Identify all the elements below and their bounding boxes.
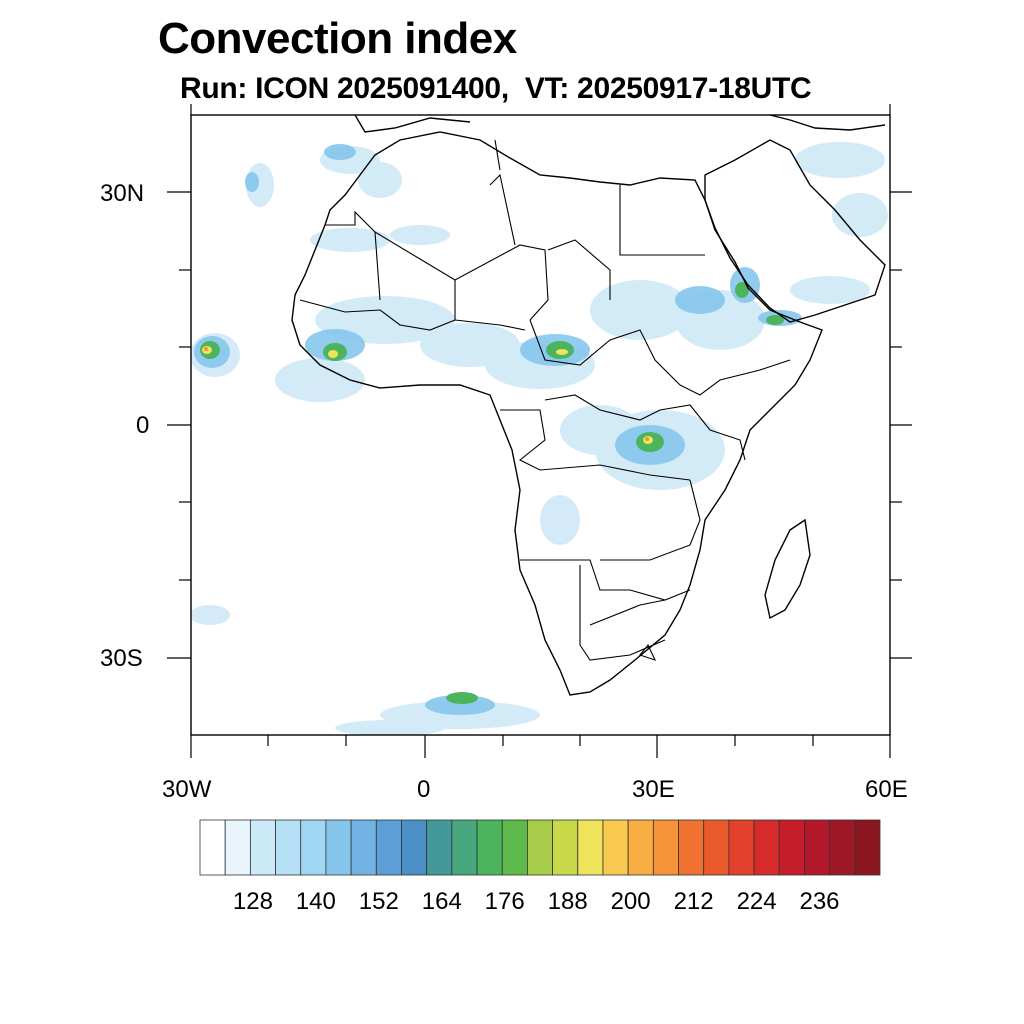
colorbar-box: [426, 819, 453, 876]
colorbar-label: 128: [232, 888, 273, 915]
axis-ticks: [167, 104, 912, 758]
colorbar-box: [275, 819, 302, 876]
lon-label-30e: 30E: [632, 776, 675, 803]
colorbar-label: 200: [610, 888, 651, 915]
lat-label-0: 0: [136, 412, 150, 439]
colorbar-box: [552, 819, 579, 876]
colorbar-box: [501, 819, 528, 876]
colorbar-box: [728, 819, 755, 876]
colorbar-box: [350, 819, 377, 876]
colorbar-box: [476, 819, 503, 876]
colorbar-label: 152: [358, 888, 399, 915]
colorbar-label: 164: [421, 888, 462, 915]
colorbar-box: [527, 819, 553, 876]
colorbar-label: 236: [799, 888, 840, 915]
colorbar-box: [300, 819, 327, 876]
colorbar-label: 188: [547, 888, 588, 915]
colorbar-box: [577, 819, 604, 876]
convection-field: [191, 142, 888, 735]
map-title: Convection index: [158, 14, 517, 63]
lon-label-60e: 60E: [865, 776, 908, 803]
colorbar-box: [627, 819, 654, 876]
coastlines: [291, 115, 886, 696]
lat-label-30s: 30S: [100, 645, 143, 672]
colorbar-box: [804, 819, 831, 876]
colorbar: [199, 819, 881, 876]
colorbar-box: [778, 819, 805, 876]
colorbar-box: [602, 819, 629, 876]
lat-label-30n: 30N: [100, 180, 145, 207]
colorbar-box: [224, 819, 251, 876]
colorbar-box: [854, 819, 881, 876]
map-frame: [190, 114, 891, 736]
colorbar-box: [375, 819, 402, 876]
country-borders: [299, 139, 791, 661]
colorbar-label: 176: [484, 888, 525, 915]
colorbar-box: [249, 819, 276, 876]
map-subtitle: Run: ICON 2025091400, VT: 20250917-18UTC: [180, 72, 812, 105]
colorbar-label: 224: [736, 888, 777, 915]
colorbar-box: [199, 819, 226, 876]
lon-label-30w: 30W: [162, 776, 212, 803]
colorbar-box: [451, 819, 478, 876]
colorbar-box: [753, 819, 780, 876]
colorbar-box: [325, 819, 352, 876]
colorbar-box: [652, 819, 679, 876]
colorbar-label: 140: [295, 888, 336, 915]
colorbar-box: [678, 819, 705, 876]
colorbar-box: [829, 819, 856, 876]
colorbar-box: [401, 819, 428, 876]
colorbar-box: [703, 819, 730, 876]
colorbar-label: 212: [673, 888, 714, 915]
lon-label-0: 0: [417, 776, 431, 803]
